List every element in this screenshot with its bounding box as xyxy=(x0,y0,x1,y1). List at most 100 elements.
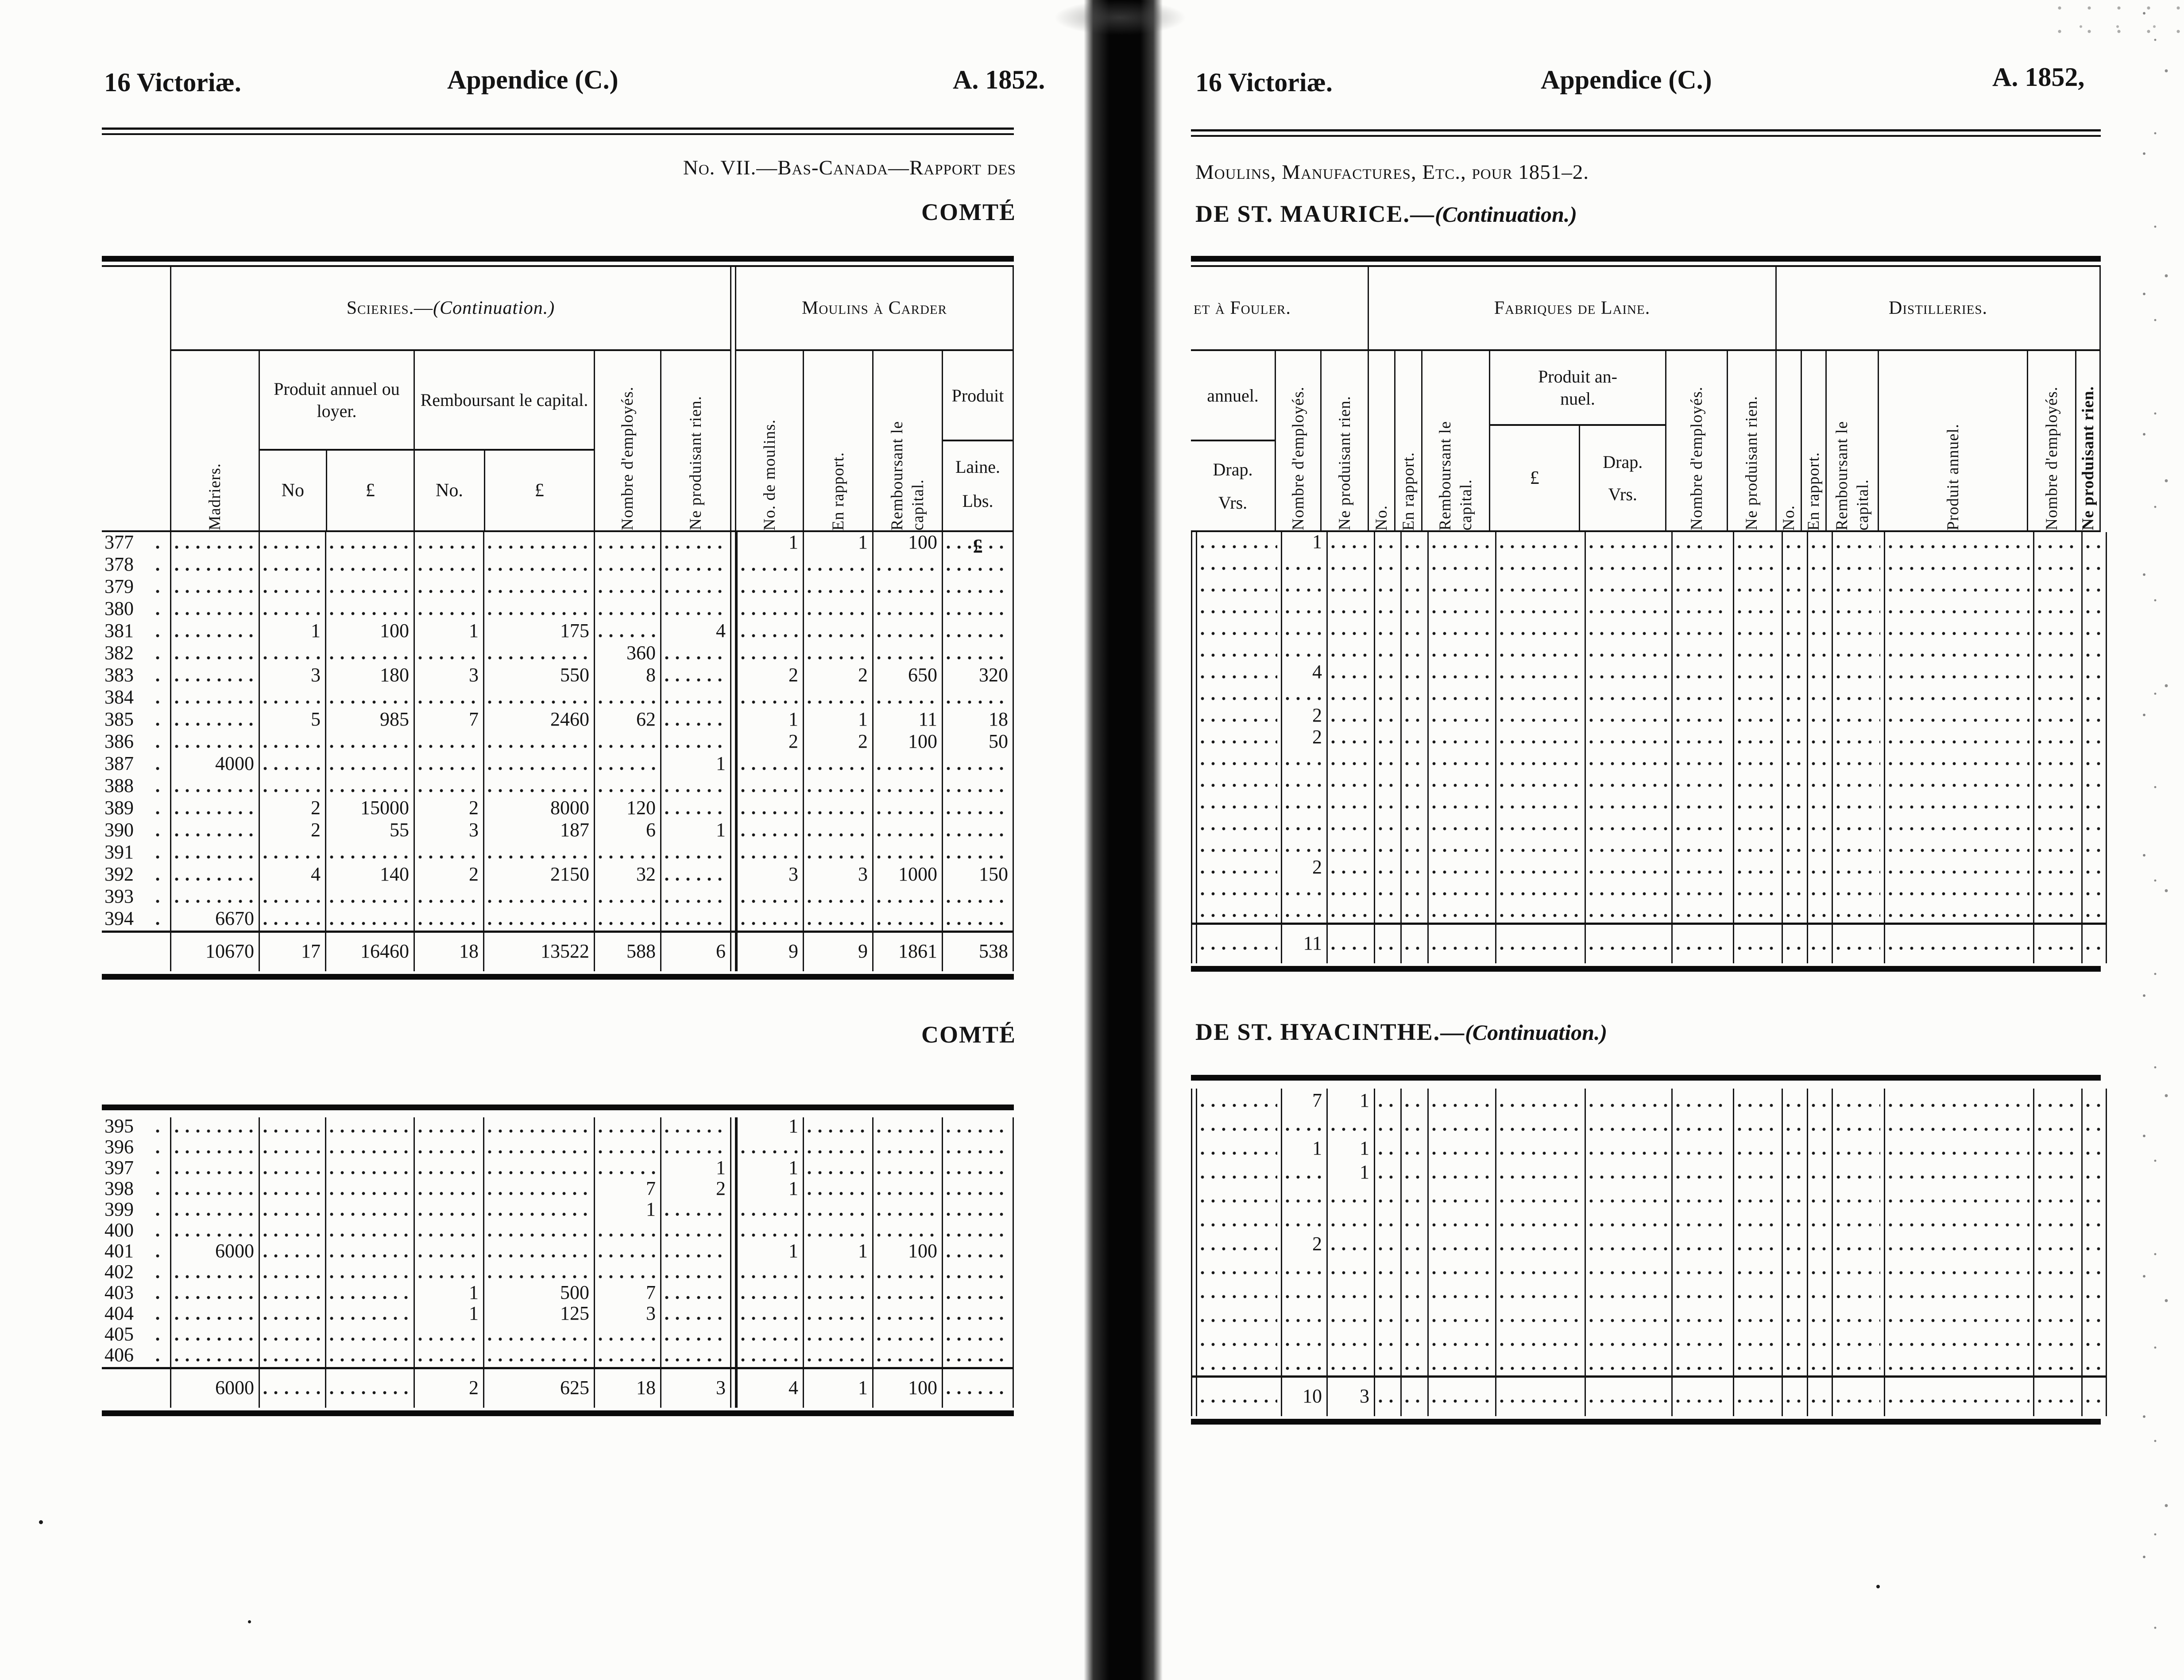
table-cell xyxy=(1733,1232,1782,1256)
table-cell xyxy=(259,532,325,554)
table-cell: 550 xyxy=(483,664,594,687)
column-divider xyxy=(1191,1208,1197,1232)
table-cell xyxy=(1671,1256,1733,1280)
column-divider xyxy=(730,532,736,554)
table-cell xyxy=(1733,554,1782,575)
table-cell xyxy=(1585,575,1671,597)
table-cell xyxy=(1585,771,1671,792)
table-cell xyxy=(1884,749,2033,771)
col-remb-capital: Remboursant le capital. xyxy=(872,351,942,530)
county-heading-hyacinthe: DE ST. HYACINTHE.—(Continuation.) xyxy=(1195,1018,1607,1046)
table-bottom-rule xyxy=(1191,966,2101,972)
table-cell xyxy=(1326,575,1374,597)
table-cell xyxy=(660,1138,730,1159)
table-cell xyxy=(1326,1280,1374,1304)
table-cell xyxy=(2033,749,2081,771)
column-divider xyxy=(730,1346,736,1367)
table-cell xyxy=(942,1325,1014,1346)
table-cell xyxy=(1832,532,1884,554)
table-cell xyxy=(1427,641,1495,662)
table-cell xyxy=(942,643,1014,665)
table-cell xyxy=(1782,1256,1807,1280)
table-cell xyxy=(2081,771,2107,792)
table-cell: 1 xyxy=(259,620,325,643)
table-cell: 1 xyxy=(1281,1136,1326,1160)
table-cell xyxy=(325,576,414,599)
table-cell xyxy=(1884,727,2033,749)
table-cell xyxy=(1585,706,1671,727)
table-cell xyxy=(942,776,1014,798)
table-cell xyxy=(1326,879,1374,901)
table-cell xyxy=(414,1221,483,1242)
table-cell xyxy=(872,1263,942,1284)
table-top-rule-thin xyxy=(1191,265,2101,267)
column-divider xyxy=(730,798,736,820)
table-cell xyxy=(325,1159,414,1180)
table-cell xyxy=(2081,532,2107,554)
table-cell: 2 xyxy=(803,730,872,753)
table-cell xyxy=(1495,597,1585,619)
table-cell xyxy=(594,1138,660,1159)
col-annuel-label: annuel. xyxy=(1191,351,1275,441)
table-cell: 5 xyxy=(259,708,325,731)
column-divider xyxy=(1191,575,1197,597)
table-cell xyxy=(1427,1112,1495,1136)
table-cell xyxy=(1832,1184,1884,1208)
report-title-line: No. VII.—Bas-Canada—Rapport des xyxy=(683,156,1016,179)
table-cell xyxy=(414,1263,483,1284)
table-cell xyxy=(2081,575,2107,597)
table-row: 397 1 1 xyxy=(102,1157,1014,1180)
table-cell xyxy=(1733,727,1782,749)
table-cell xyxy=(1884,1208,2033,1232)
table-cell xyxy=(1281,597,1326,619)
table-cell: 32 xyxy=(594,863,660,886)
table-cell xyxy=(325,1263,414,1284)
col-rien: Ne produisant rien. xyxy=(2075,351,2101,530)
table-cell xyxy=(736,1263,803,1284)
table-cell: 11 xyxy=(872,708,942,731)
table-cell xyxy=(483,731,594,753)
table-cell xyxy=(1671,532,1733,554)
table-cell xyxy=(1495,1375,1585,1416)
table-cell xyxy=(1585,1136,1671,1160)
column-divider xyxy=(730,1367,736,1408)
table-cell xyxy=(1884,1375,2033,1416)
table-cell: 500 xyxy=(483,1282,594,1305)
table-cell xyxy=(1884,879,2033,901)
table-cell xyxy=(1807,923,1832,963)
table-cell xyxy=(1374,1304,1400,1328)
table-cell xyxy=(2081,641,2107,662)
table-cell xyxy=(1400,1304,1427,1328)
table-cell xyxy=(1197,727,1281,749)
table-row: 11 xyxy=(1191,923,2107,963)
table-cell xyxy=(1495,879,1585,901)
col-rb-pound: £ xyxy=(483,451,594,530)
table-cell: 6000 xyxy=(170,1240,259,1263)
table-cell xyxy=(170,1284,259,1305)
table-cell xyxy=(1832,619,1884,641)
table-row: 394 6670 xyxy=(102,908,1014,931)
table-cell xyxy=(1782,1184,1807,1208)
table-row: 388 xyxy=(102,775,1014,798)
col-lbs-label: Lbs. xyxy=(962,491,993,511)
table-cell xyxy=(1281,1160,1326,1184)
table-cell: 18 xyxy=(414,931,483,971)
table-cell: 1 xyxy=(660,1157,730,1180)
col-rapport-label: En rapport. xyxy=(1805,452,1823,530)
table-cell: 400 xyxy=(102,1219,170,1242)
table-cell xyxy=(1807,684,1832,706)
column-divider xyxy=(730,267,736,351)
table-cell xyxy=(1326,662,1374,684)
table-cell: 403 xyxy=(102,1282,170,1305)
table-cell xyxy=(2033,1328,2081,1352)
table-cell xyxy=(414,576,483,599)
table-cell xyxy=(1782,684,1807,706)
table-cell xyxy=(1671,554,1733,575)
table-cell xyxy=(660,886,730,908)
table-cell xyxy=(1733,575,1782,597)
table-cell xyxy=(1326,1304,1374,1328)
table-cell xyxy=(1326,1232,1374,1256)
column-divider xyxy=(1191,1280,1197,1304)
county-heading-maurice-cont: (Continuation.) xyxy=(1435,202,1577,227)
